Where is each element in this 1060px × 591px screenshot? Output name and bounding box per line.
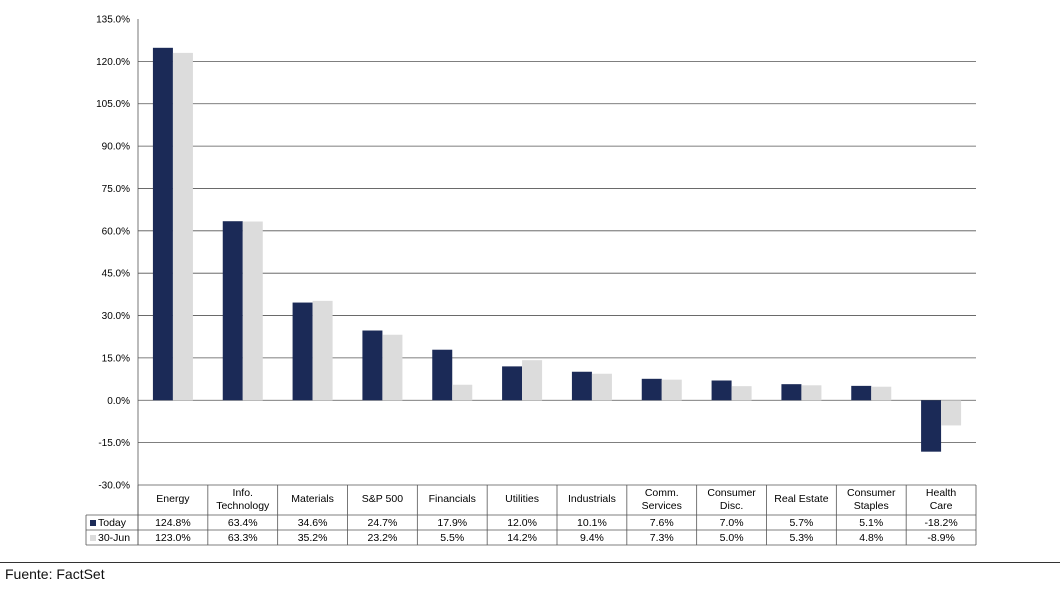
category-label: Materials	[291, 493, 334, 505]
data-label: 63.3%	[228, 532, 258, 544]
bar-30-jun	[242, 221, 263, 401]
bar-30-jun	[172, 52, 193, 401]
data-label: 7.3%	[650, 532, 674, 544]
data-label: 5.3%	[789, 532, 813, 544]
bar-today	[641, 378, 662, 401]
bar-30-jun	[661, 379, 682, 401]
data-label: 10.1%	[577, 517, 607, 529]
bar-today	[502, 366, 523, 401]
data-label: 63.4%	[228, 517, 258, 529]
y-tick-label: 45.0%	[102, 269, 130, 280]
y-tick-label: 30.0%	[102, 311, 130, 322]
data-label: 12.0%	[507, 517, 537, 529]
data-label: 5.5%	[440, 532, 464, 544]
y-tick-label: 15.0%	[102, 353, 130, 364]
source-note: Fuente: FactSet	[5, 566, 105, 582]
data-label: 17.9%	[437, 517, 467, 529]
bar-30-jun	[941, 400, 962, 426]
category-label: Financials	[429, 493, 476, 505]
bar-30-jun	[801, 385, 822, 401]
legend-swatch	[90, 520, 96, 526]
bar-today	[152, 47, 173, 401]
y-tick-label: 105.0%	[96, 99, 130, 110]
data-label: 24.7%	[368, 517, 398, 529]
category-label: Real Estate	[774, 493, 828, 505]
bar-30-jun	[731, 386, 752, 401]
data-label: 34.6%	[298, 517, 328, 529]
bar-today	[432, 349, 453, 401]
source-divider	[0, 562, 1060, 563]
bar-30-jun	[591, 373, 612, 401]
category-label: Staples	[854, 500, 889, 512]
category-label: Utilities	[505, 493, 539, 505]
bar-today	[921, 400, 942, 452]
data-label: 23.2%	[368, 532, 398, 544]
data-label: 4.8%	[859, 532, 883, 544]
data-label: 5.1%	[859, 517, 883, 529]
category-label: Info.	[233, 487, 253, 499]
category-label: S&P 500	[362, 493, 403, 505]
bar-chart: 135.0% 120.0% 105.0% 90.0% 75.0% 60.0% 45.0% 30…	[85, 15, 977, 546]
category-label: Care	[930, 500, 953, 512]
category-label: Industrials	[568, 493, 616, 505]
category-label: Services	[642, 500, 682, 512]
data-label: 14.2%	[507, 532, 537, 544]
y-tick-label: 135.0%	[96, 15, 130, 26]
bar-today	[851, 385, 872, 401]
legend-label: 30-Jun	[98, 532, 130, 544]
bar-30-jun	[312, 300, 333, 401]
data-label: 7.6%	[650, 517, 674, 529]
data-label: 35.2%	[298, 532, 328, 544]
data-label: 7.0%	[720, 517, 744, 529]
bar-30-jun	[522, 360, 543, 401]
legend-swatch	[90, 535, 96, 541]
y-tick-label: -15.0%	[98, 438, 130, 449]
bar-today	[571, 371, 592, 401]
data-label: -18.2%	[924, 517, 957, 529]
data-label: 5.0%	[720, 532, 744, 544]
bar-today	[362, 330, 383, 401]
legend-label: Today	[98, 517, 127, 529]
data-label: 123.0%	[155, 532, 191, 544]
y-tick-label: 75.0%	[102, 184, 130, 195]
category-label: Consumer	[847, 487, 896, 499]
category-label: Disc.	[720, 500, 743, 512]
category-label: Technology	[216, 500, 270, 512]
category-label: Energy	[156, 493, 190, 505]
bar-today	[292, 302, 313, 401]
bar-today	[222, 221, 243, 401]
y-tick-label: 0.0%	[107, 396, 130, 407]
bar-30-jun	[871, 386, 892, 401]
y-tick-label: 60.0%	[102, 226, 130, 237]
category-label: Comm.	[645, 487, 679, 499]
bar-30-jun	[382, 334, 403, 401]
data-label: 5.7%	[789, 517, 813, 529]
category-label: Health	[926, 487, 957, 499]
y-tick-label: 120.0%	[96, 57, 130, 68]
category-label: Consumer	[707, 487, 756, 499]
data-label: 124.8%	[155, 517, 191, 529]
data-label: -8.9%	[927, 532, 954, 544]
data-label: 9.4%	[580, 532, 604, 544]
bar-today	[711, 380, 732, 401]
bar-30-jun	[452, 384, 473, 401]
y-tick-label: -30.0%	[98, 481, 130, 492]
bar-today	[781, 384, 802, 401]
y-tick-label: 90.0%	[102, 142, 130, 153]
